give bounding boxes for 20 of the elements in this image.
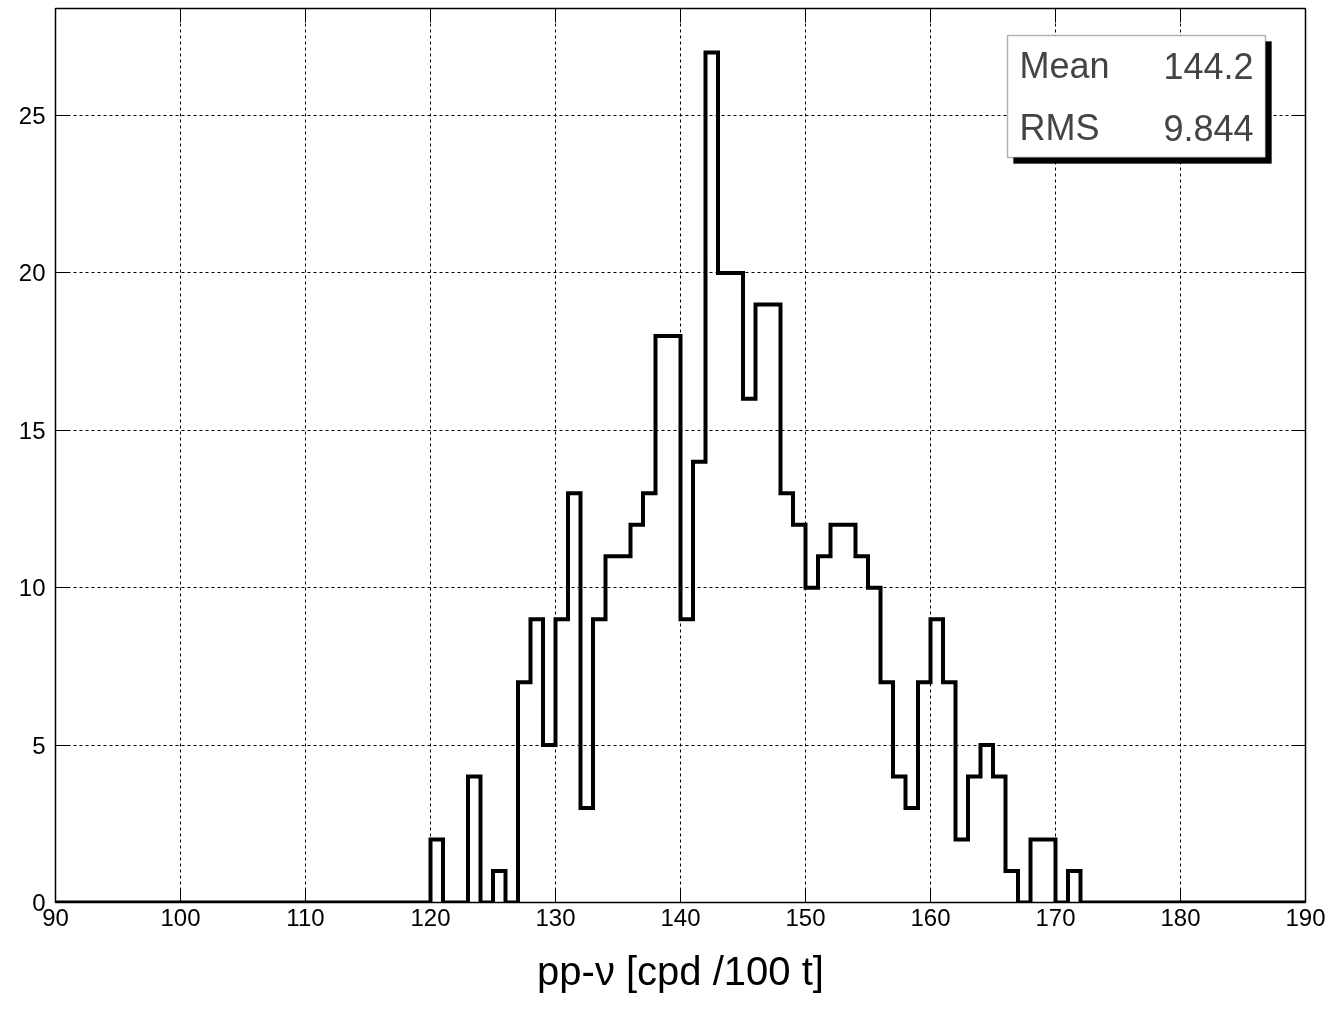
- y-tick-label: 20: [18, 259, 46, 287]
- y-tick-label: 15: [18, 416, 46, 444]
- annotation: 9.844: [1163, 107, 1254, 149]
- y-tick-label: 25: [18, 102, 46, 130]
- annotation: 144.2: [1163, 45, 1254, 87]
- x-tick-label: 140: [660, 903, 701, 931]
- x-tick-label: 100: [160, 903, 201, 931]
- x-tick-label: 190: [1285, 903, 1326, 931]
- annotation: RMS: [1019, 107, 1100, 148]
- x-tick-label: 110: [286, 903, 325, 931]
- x-tick-label: 120: [410, 903, 451, 931]
- x-tick-label: 160: [910, 903, 951, 931]
- y-tick-label: 5: [32, 731, 46, 759]
- x-axis-title: pp-ν [cpd /100 t]: [537, 948, 824, 993]
- x-tick-label: 130: [535, 903, 576, 931]
- y-tick-label: 10: [18, 574, 46, 602]
- x-tick-label: 170: [1035, 903, 1076, 931]
- x-tick-label: 150: [785, 903, 826, 931]
- annotation: Mean: [1019, 45, 1110, 86]
- x-tick-label: 180: [1160, 903, 1201, 931]
